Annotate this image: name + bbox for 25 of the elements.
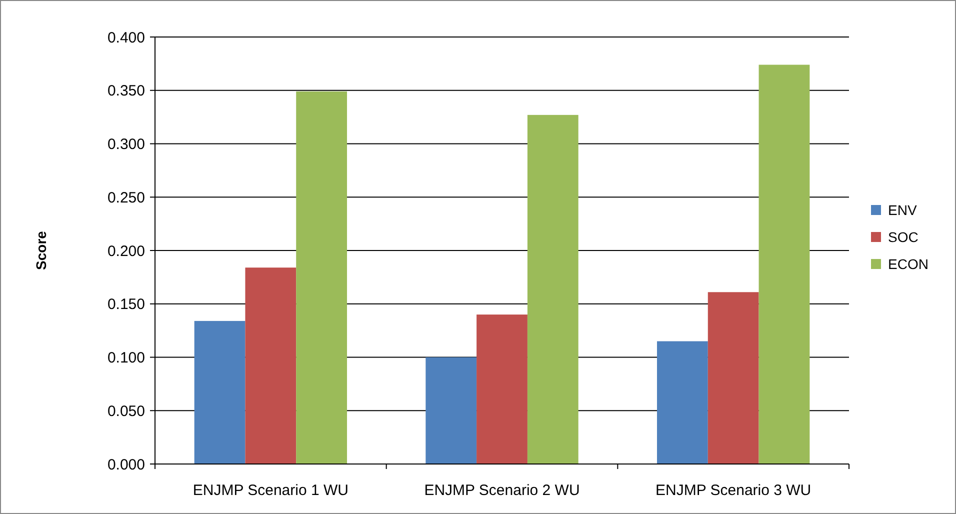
bar — [476, 314, 528, 464]
y-tick-label: 0.350 — [107, 82, 145, 100]
bar — [656, 341, 708, 464]
legend-label: ECON — [888, 256, 928, 272]
bar — [426, 357, 477, 464]
bar — [245, 268, 296, 464]
bar — [527, 114, 578, 464]
y-tick-label: 0.200 — [107, 242, 145, 260]
bar — [708, 292, 759, 464]
x-tick-label: ENJMP Scenario 1 WU — [192, 482, 348, 499]
bar — [296, 91, 348, 464]
y-axis-title: Score — [33, 230, 49, 270]
y-tick-label: 0.000 — [107, 456, 145, 474]
x-tick-label: ENJMP Scenario 3 WU — [656, 482, 812, 499]
y-tick-label: 0.250 — [107, 189, 145, 206]
y-tick-label: 0.400 — [107, 29, 145, 46]
legend-label: SOC — [888, 228, 918, 245]
x-tick-label: ENJMP Scenario 2 WU — [424, 482, 580, 499]
y-tick-label: 0.300 — [107, 136, 145, 153]
y-tick-label: 0.150 — [107, 296, 145, 314]
bar — [758, 64, 810, 464]
y-tick-label: 0.100 — [107, 350, 145, 366]
y-tick-label: 0.050 — [107, 402, 145, 420]
bar — [194, 320, 246, 464]
legend-label: ENV — [888, 202, 918, 218]
